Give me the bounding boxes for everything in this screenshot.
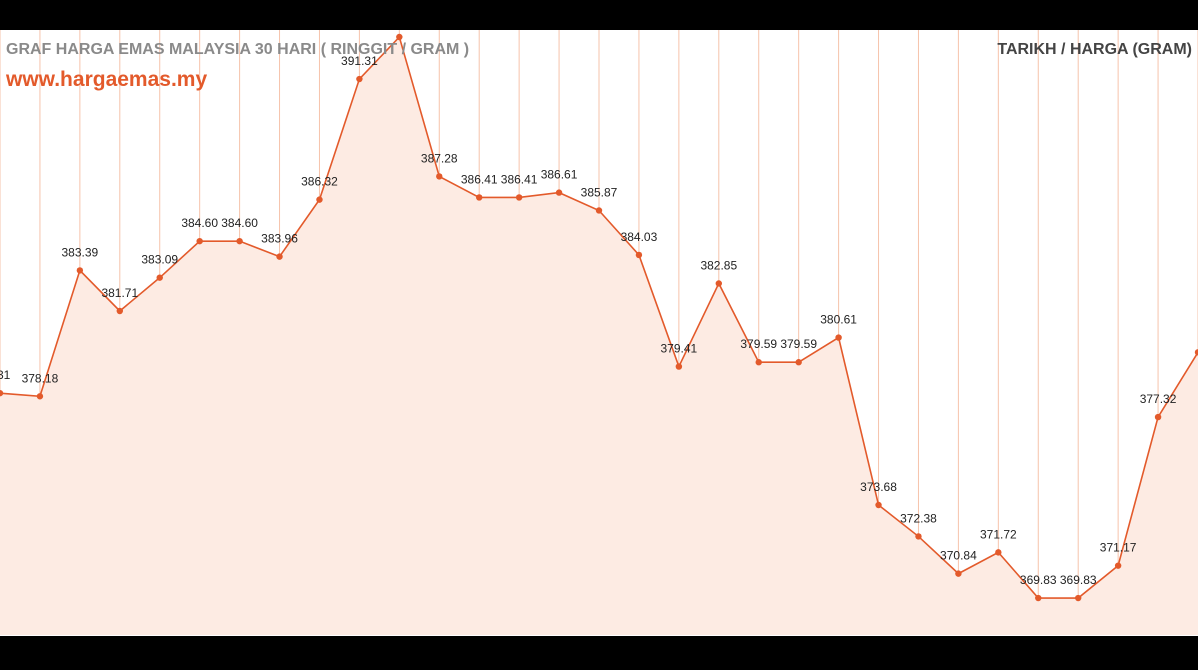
point	[196, 237, 203, 245]
data-label: 382.85	[700, 258, 737, 272]
bottom-bar	[0, 636, 1198, 670]
data-label: 381.71	[101, 286, 138, 300]
data-label: 379.59	[780, 337, 817, 351]
point	[396, 33, 403, 41]
data-label: 383.39	[62, 245, 99, 259]
point	[755, 359, 762, 366]
data-label: 386.41	[461, 172, 498, 186]
point	[436, 173, 443, 180]
point	[316, 196, 323, 203]
plot-area: 22-1023-1024-1025-1026-1027-1028-1029-10…	[0, 30, 1198, 636]
top-bar	[0, 0, 1198, 30]
point	[1075, 594, 1082, 602]
point	[356, 75, 363, 83]
data-label: 386.32	[301, 175, 338, 189]
data-label: 372.38	[900, 511, 937, 525]
point	[595, 207, 603, 214]
point	[0, 389, 4, 397]
chart-title: GRAF HARGA EMAS MALAYSIA 30 HARI ( RINGG…	[6, 41, 469, 58]
data-label: 387.28	[421, 151, 458, 165]
point	[955, 570, 962, 577]
point	[36, 393, 44, 400]
point	[875, 501, 882, 509]
data-label: 379.41	[661, 342, 698, 356]
data-label: 378.31	[0, 368, 11, 382]
point	[1154, 413, 1162, 421]
point	[1035, 594, 1042, 602]
data-label: 373.68	[860, 480, 897, 494]
data-label: 386.61	[541, 168, 578, 182]
data-label: 369.83	[1060, 573, 1097, 587]
point	[915, 533, 922, 540]
point	[276, 253, 283, 260]
data-label: 391.31	[341, 54, 378, 68]
point	[635, 251, 643, 259]
data-label: 386.41	[501, 172, 538, 186]
legend-title: TARIKH / HARGA (GRAM)	[997, 41, 1192, 58]
data-label: 385.87	[581, 185, 618, 199]
data-label: 379.59	[740, 337, 777, 351]
data-label: 380.61	[820, 313, 857, 327]
area	[0, 37, 1198, 636]
point	[515, 194, 523, 201]
point	[675, 363, 683, 370]
point	[995, 549, 1002, 556]
data-label: 369.83	[1020, 573, 1057, 587]
data-label: 371.72	[980, 527, 1017, 541]
point	[476, 194, 483, 201]
chart-subtitle: www.hargaemas.my	[5, 68, 207, 91]
data-label: 377.32	[1140, 392, 1177, 406]
data-label: 383.96	[261, 232, 298, 246]
data-label: 378.18	[22, 371, 59, 385]
data-label: 384.03	[621, 230, 658, 244]
data-label: 384.60	[181, 216, 218, 230]
point	[555, 189, 563, 196]
point	[1194, 349, 1198, 356]
point	[835, 334, 842, 341]
point	[116, 307, 124, 315]
data-label: 370.84	[940, 549, 977, 563]
point	[236, 237, 243, 245]
point	[795, 359, 802, 366]
point	[76, 267, 84, 274]
point	[1114, 562, 1122, 569]
point	[715, 280, 722, 287]
data-label: 371.17	[1100, 541, 1137, 555]
data-label: 383.09	[141, 253, 178, 267]
point	[156, 274, 163, 281]
data-label: 384.60	[221, 216, 258, 230]
